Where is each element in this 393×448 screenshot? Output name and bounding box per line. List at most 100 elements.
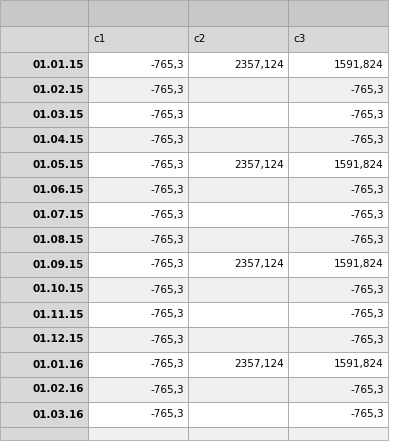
Bar bbox=[88, 127, 188, 152]
Text: -765,3: -765,3 bbox=[151, 134, 184, 145]
Bar bbox=[0, 152, 88, 177]
Bar bbox=[88, 52, 188, 77]
Bar bbox=[88, 26, 188, 52]
Text: c3: c3 bbox=[293, 34, 305, 44]
Text: -765,3: -765,3 bbox=[151, 359, 184, 370]
Bar bbox=[288, 127, 388, 152]
Bar bbox=[288, 377, 388, 402]
Text: c1: c1 bbox=[93, 34, 105, 44]
Bar bbox=[0, 302, 88, 327]
Text: 01.02.15: 01.02.15 bbox=[33, 85, 84, 95]
Bar bbox=[188, 427, 288, 440]
Bar bbox=[188, 127, 288, 152]
Text: -765,3: -765,3 bbox=[351, 310, 384, 319]
Bar bbox=[288, 202, 388, 227]
Bar bbox=[88, 402, 188, 427]
Bar bbox=[88, 277, 188, 302]
Text: 01.06.15: 01.06.15 bbox=[33, 185, 84, 194]
Text: c2: c2 bbox=[193, 34, 206, 44]
Bar bbox=[0, 102, 88, 127]
Text: 2357,124: 2357,124 bbox=[234, 259, 284, 270]
Bar bbox=[188, 402, 288, 427]
Bar bbox=[88, 0, 188, 26]
Bar bbox=[188, 26, 288, 52]
Text: 1591,824: 1591,824 bbox=[334, 60, 384, 69]
Bar bbox=[288, 277, 388, 302]
Bar bbox=[188, 152, 288, 177]
Bar bbox=[0, 402, 88, 427]
Bar bbox=[0, 327, 88, 352]
Bar bbox=[288, 177, 388, 202]
Bar bbox=[0, 377, 88, 402]
Text: -765,3: -765,3 bbox=[351, 409, 384, 419]
Bar bbox=[188, 227, 288, 252]
Text: -765,3: -765,3 bbox=[351, 335, 384, 345]
Bar bbox=[88, 327, 188, 352]
Bar bbox=[288, 152, 388, 177]
Text: 01.10.15: 01.10.15 bbox=[33, 284, 84, 294]
Text: 2357,124: 2357,124 bbox=[234, 159, 284, 169]
Text: -765,3: -765,3 bbox=[151, 384, 184, 395]
Bar bbox=[288, 402, 388, 427]
Bar bbox=[188, 377, 288, 402]
Bar bbox=[88, 377, 188, 402]
Bar bbox=[188, 352, 288, 377]
Bar bbox=[0, 26, 88, 52]
Text: 2357,124: 2357,124 bbox=[234, 60, 284, 69]
Text: 01.08.15: 01.08.15 bbox=[33, 234, 84, 245]
Bar bbox=[188, 277, 288, 302]
Bar bbox=[88, 427, 188, 440]
Bar bbox=[0, 277, 88, 302]
Text: 2357,124: 2357,124 bbox=[234, 359, 284, 370]
Bar bbox=[0, 252, 88, 277]
Bar bbox=[288, 26, 388, 52]
Bar bbox=[0, 0, 88, 26]
Bar bbox=[0, 427, 88, 440]
Text: 01.03.15: 01.03.15 bbox=[33, 109, 84, 120]
Text: 1591,824: 1591,824 bbox=[334, 159, 384, 169]
Text: -765,3: -765,3 bbox=[151, 109, 184, 120]
Bar bbox=[0, 202, 88, 227]
Text: -765,3: -765,3 bbox=[151, 335, 184, 345]
Text: -765,3: -765,3 bbox=[151, 159, 184, 169]
Bar bbox=[88, 152, 188, 177]
Bar bbox=[188, 252, 288, 277]
Bar bbox=[188, 202, 288, 227]
Text: 01.05.15: 01.05.15 bbox=[33, 159, 84, 169]
Bar bbox=[288, 52, 388, 77]
Bar bbox=[188, 177, 288, 202]
Text: -765,3: -765,3 bbox=[351, 85, 384, 95]
Text: -765,3: -765,3 bbox=[351, 234, 384, 245]
Bar bbox=[288, 302, 388, 327]
Bar bbox=[188, 302, 288, 327]
Bar bbox=[88, 227, 188, 252]
Text: 1591,824: 1591,824 bbox=[334, 259, 384, 270]
Bar bbox=[288, 102, 388, 127]
Bar bbox=[188, 0, 288, 26]
Bar bbox=[188, 52, 288, 77]
Text: -765,3: -765,3 bbox=[351, 185, 384, 194]
Text: 01.12.15: 01.12.15 bbox=[33, 335, 84, 345]
Text: -765,3: -765,3 bbox=[151, 210, 184, 220]
Bar bbox=[0, 77, 88, 102]
Text: 01.01.16: 01.01.16 bbox=[33, 359, 84, 370]
Text: -765,3: -765,3 bbox=[151, 284, 184, 294]
Text: 01.02.16: 01.02.16 bbox=[33, 384, 84, 395]
Text: -765,3: -765,3 bbox=[151, 85, 184, 95]
Bar bbox=[88, 77, 188, 102]
Bar bbox=[288, 352, 388, 377]
Text: 01.03.16: 01.03.16 bbox=[33, 409, 84, 419]
Text: -765,3: -765,3 bbox=[151, 185, 184, 194]
Bar bbox=[88, 252, 188, 277]
Bar bbox=[288, 327, 388, 352]
Text: -765,3: -765,3 bbox=[351, 134, 384, 145]
Text: -765,3: -765,3 bbox=[151, 310, 184, 319]
Text: 01.07.15: 01.07.15 bbox=[32, 210, 84, 220]
Text: 1591,824: 1591,824 bbox=[334, 359, 384, 370]
Bar bbox=[288, 227, 388, 252]
Text: -765,3: -765,3 bbox=[351, 210, 384, 220]
Text: 01.11.15: 01.11.15 bbox=[33, 310, 84, 319]
Text: -765,3: -765,3 bbox=[351, 284, 384, 294]
Bar bbox=[0, 177, 88, 202]
Bar bbox=[88, 352, 188, 377]
